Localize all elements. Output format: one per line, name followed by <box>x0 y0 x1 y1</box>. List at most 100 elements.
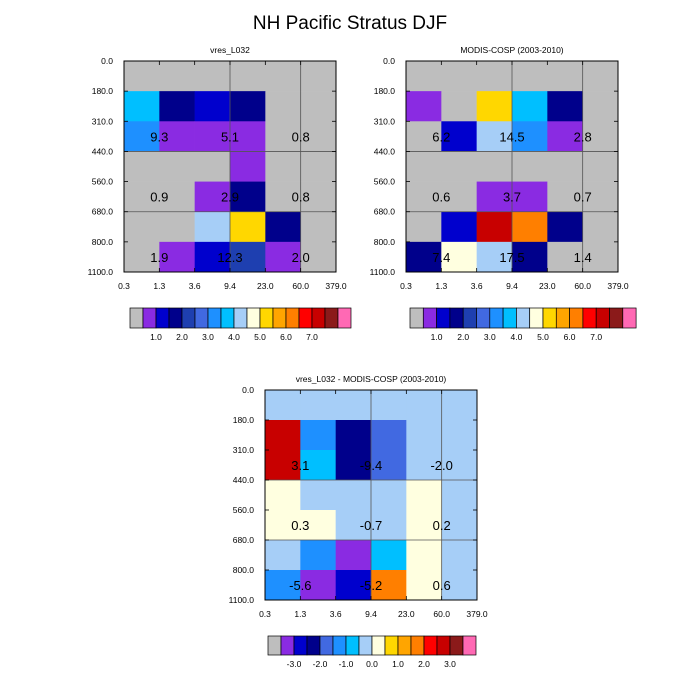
heatmap-cell <box>124 241 160 273</box>
colorbar-label: 1.0 <box>150 332 162 342</box>
heatmap-cell <box>335 390 372 421</box>
cell-value-label: -2.0 <box>430 458 452 473</box>
heatmap-cell <box>441 510 478 541</box>
x-tick-label: 379.0 <box>466 609 488 619</box>
colorbar-box <box>246 307 261 329</box>
colorbar-box <box>410 635 425 656</box>
colorbar-box <box>371 635 386 656</box>
colorbar-box <box>267 635 282 656</box>
colorbar-box <box>569 307 584 329</box>
colorbar-box <box>181 307 196 329</box>
colorbar-label: -1.0 <box>339 659 354 669</box>
cell-value-label: 2.9 <box>221 190 239 205</box>
heatmap-cell <box>194 91 231 122</box>
panel-title: vres_L032 - MODIS-COSP (2003-2010) <box>296 374 447 384</box>
colorbar-box <box>622 307 637 329</box>
x-tick-label: 379.0 <box>325 281 347 291</box>
heatmap-cell <box>265 570 301 601</box>
x-tick-label: 1.3 <box>153 281 165 291</box>
colorbar-box <box>280 635 295 656</box>
cell-value-label: 2.0 <box>292 250 310 265</box>
colorbar-box <box>423 635 438 656</box>
colorbar-label: 4.0 <box>510 332 522 342</box>
y-tick-label: 180.0 <box>92 86 114 96</box>
colorbar-box <box>449 635 464 656</box>
heatmap-cell <box>406 390 442 421</box>
colorbar-box <box>311 307 326 329</box>
heatmap-cell <box>512 151 548 182</box>
colorbar-box <box>436 635 451 656</box>
x-tick-label: 3.6 <box>189 281 201 291</box>
colorbar-box <box>502 307 517 329</box>
y-tick-label: 560.0 <box>233 505 255 515</box>
colorbar-box <box>220 307 235 329</box>
colorbar-box <box>298 307 313 329</box>
colorbar-box <box>207 307 222 329</box>
heatmap-cell <box>582 91 619 122</box>
y-tick-label: 680.0 <box>233 535 255 545</box>
colorbar-box <box>285 307 300 329</box>
heatmap-cell <box>441 61 477 92</box>
heatmap-cell <box>124 211 160 243</box>
y-tick-label: 680.0 <box>92 207 114 217</box>
colorbar-label: -3.0 <box>287 659 302 669</box>
y-tick-label: 440.0 <box>233 475 255 485</box>
colorbar-box <box>293 635 308 656</box>
colorbar-label: 5.0 <box>254 332 266 342</box>
colorbar-box <box>476 307 491 329</box>
colorbar-box <box>129 307 144 329</box>
x-tick-label: 1.3 <box>294 609 306 619</box>
heatmap-cell <box>547 241 583 273</box>
y-tick-label: 0.0 <box>383 56 395 66</box>
heatmap-cell <box>265 510 301 541</box>
y-tick-label: 180.0 <box>374 86 396 96</box>
heatmap-cell <box>124 121 160 152</box>
heatmap-cell <box>265 241 301 273</box>
heatmap-cell <box>547 121 583 152</box>
cell-value-label: 0.9 <box>150 190 168 205</box>
heatmap-cell <box>582 121 619 152</box>
heatmap-cell <box>406 151 442 182</box>
heatmap-cell <box>371 570 407 601</box>
cell-value-label: 0.6 <box>433 578 451 593</box>
colorbar-label: 2.0 <box>176 332 188 342</box>
heatmap-cell <box>159 151 195 182</box>
colorbar-box <box>529 307 544 329</box>
heatmap-cell <box>441 91 477 122</box>
y-tick-label: 310.0 <box>92 116 114 126</box>
figure-title: NH Pacific Stratus DJF <box>253 13 447 34</box>
x-tick-label: 60.0 <box>574 281 591 291</box>
x-tick-label: 379.0 <box>607 281 629 291</box>
colorbar-label: 2.0 <box>457 332 469 342</box>
x-tick-label: 60.0 <box>292 281 309 291</box>
cell-value-label: 12.3 <box>217 250 242 265</box>
heatmap-cell <box>371 390 407 421</box>
x-tick-label: 0.3 <box>400 281 412 291</box>
colorbar-box <box>595 307 610 329</box>
heatmap-cell <box>265 480 301 511</box>
heatmap-cell <box>441 480 478 511</box>
heatmap-cell <box>230 151 266 182</box>
heatmap-cell <box>265 420 301 451</box>
x-tick-label: 23.0 <box>398 609 415 619</box>
heatmap-cell <box>441 181 477 213</box>
colorbar-box <box>358 635 373 656</box>
heatmap-cell <box>230 61 266 92</box>
cell-value-label: 5.1 <box>221 129 239 144</box>
heatmap-cell <box>230 91 266 122</box>
heatmap-cell <box>159 121 195 152</box>
colorbar-box <box>337 307 352 329</box>
colorbar-box <box>384 635 399 656</box>
heatmap-cell <box>476 211 513 243</box>
heatmap-cell <box>194 61 231 92</box>
heatmap-cell <box>406 121 442 152</box>
cell-value-label: 0.8 <box>292 190 310 205</box>
y-tick-label: 800.0 <box>233 565 255 575</box>
cell-value-label: 1.9 <box>150 250 168 265</box>
colorbar-box <box>168 307 183 329</box>
heatmap-cell <box>265 121 301 152</box>
heatmap-cell <box>230 241 266 273</box>
heatmap-cell <box>265 91 301 122</box>
heatmap-cell <box>335 450 372 481</box>
heatmap-cell <box>265 450 301 481</box>
